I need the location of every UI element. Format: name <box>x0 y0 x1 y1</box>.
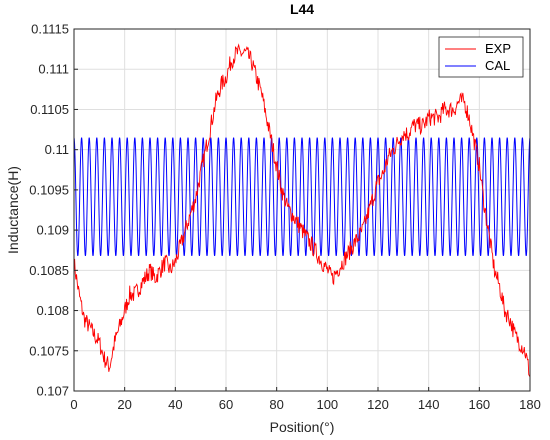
y-tick-label: 0.1115 <box>31 22 69 37</box>
series-line-exp <box>73 43 531 377</box>
x-tick-label: 140 <box>418 397 440 412</box>
legend-box <box>438 36 524 78</box>
x-tick-label: 60 <box>219 397 233 412</box>
y-axis: 0.107 0.1075 0.108 0.1085 0.109 0.1095 0.11 0.1… <box>29 22 78 399</box>
legend-label-exp: EXP <box>485 41 511 56</box>
y-tick-label: 0.108 <box>36 303 69 318</box>
legend-label-cal: CAL <box>485 58 510 73</box>
x-tick-label: 80 <box>269 397 283 412</box>
y-tick-label: 0.1085 <box>29 263 69 278</box>
y-axis-label: Inductance(H) <box>5 166 21 254</box>
plot-frame <box>73 28 531 392</box>
x-axis-label: Position(°) <box>270 419 335 435</box>
x-tick-label: 0 <box>70 397 77 412</box>
series-line-cal <box>73 137 531 256</box>
x-tick-label: 180 <box>519 397 541 412</box>
series-layer <box>73 43 531 377</box>
x-tick-label: 120 <box>367 397 389 412</box>
x-tick-label: 20 <box>117 397 131 412</box>
x-tick-label: 100 <box>316 397 338 412</box>
y-tick-label: 0.11 <box>45 142 69 157</box>
y-tick-label: 0.1075 <box>29 343 69 358</box>
x-tick-label: 160 <box>468 397 490 412</box>
chart-title: L44 <box>290 1 314 17</box>
y-tick-label: 0.1095 <box>29 182 69 197</box>
x-axis: 0 20 40 60 80 100 120 140 160 180 <box>70 387 541 412</box>
y-tick-label: 0.111 <box>38 62 69 77</box>
plot-background <box>74 29 530 391</box>
plot-area <box>73 28 531 392</box>
y-tick-label: 0.107 <box>36 384 69 399</box>
y-tick-label: 0.1105 <box>30 102 69 117</box>
y-tick-label: 0.109 <box>36 223 69 238</box>
x-tick-label: 40 <box>168 397 182 412</box>
legend: EXP CAL <box>438 36 524 78</box>
